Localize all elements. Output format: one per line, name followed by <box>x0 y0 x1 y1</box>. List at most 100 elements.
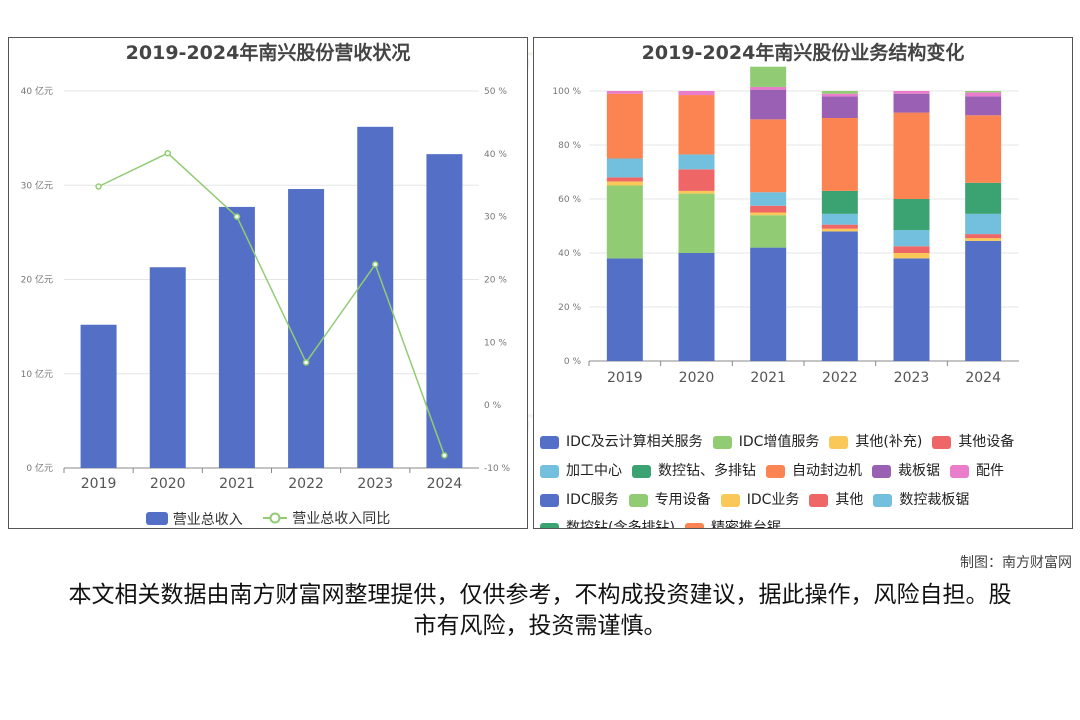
legend-swatch <box>873 493 893 507</box>
legend-swatch <box>540 436 559 450</box>
legend-label: 专用设备 <box>654 491 711 508</box>
y-right-tick-label: 20 % <box>484 276 507 286</box>
stack-segment <box>678 95 715 155</box>
stack-segment <box>821 213 858 225</box>
legend-label: 自动封边机 <box>792 462 862 479</box>
structure-chart-panel: 2019-2024年南兴股份业务结构变化 0 % 20 % 40 % 60 % 80 %… <box>533 37 1073 529</box>
x-tick-label: 2021 <box>750 370 786 386</box>
stack-segment <box>750 66 787 87</box>
legend-label: IDC服务 <box>566 491 619 508</box>
legend-label-revenue: 营业总收入 <box>172 511 243 528</box>
legend-item[interactable]: IDC服务 <box>540 488 619 514</box>
legend-label: 数控裁板锯 <box>899 491 970 508</box>
legend-item[interactable]: 其他 <box>809 488 863 514</box>
stack-segment <box>606 185 643 259</box>
y-left-tick-label: 30 亿元 <box>21 179 53 191</box>
y-right-tick-label: 0 % <box>484 401 502 411</box>
x-tick-label: 2022 <box>288 476 324 492</box>
legend-line-icon <box>263 512 288 524</box>
stack-segment <box>821 93 858 97</box>
revenue-legend: 营业总收入 营业总收入同比 <box>9 508 527 529</box>
legend-item[interactable]: IDC及云计算相关服务 <box>540 430 703 456</box>
legend-swatch <box>872 465 891 478</box>
stack-segment <box>750 205 787 213</box>
legend-item[interactable]: 其他(补充) <box>829 430 922 456</box>
legend-item-growth[interactable]: 营业总收入同比 <box>263 508 390 528</box>
stack-segment <box>750 86 787 90</box>
revenue-bar <box>426 154 463 468</box>
stack-segment <box>893 258 930 361</box>
x-tick-label: 2022 <box>822 370 858 386</box>
legend-label: 其他 <box>835 491 864 508</box>
revenue-chart-title: 2019-2024年南兴股份营收状况 <box>125 42 411 64</box>
stack-segment <box>750 119 787 193</box>
growth-point <box>164 149 171 157</box>
legend-item[interactable]: 裁板锯 <box>872 459 940 485</box>
stack-segment <box>893 112 930 199</box>
stack-segment <box>606 158 643 178</box>
stack-segment <box>678 91 715 96</box>
stack-segment <box>893 230 930 247</box>
legend-item[interactable]: 加工中心 <box>540 459 622 485</box>
stack-segment <box>606 91 643 94</box>
stack-segment <box>893 93 930 113</box>
legend-item[interactable]: IDC业务 <box>720 488 800 514</box>
stack-segment <box>965 238 1002 241</box>
legend-swatch <box>829 436 849 450</box>
legend-item[interactable]: 配件 <box>950 459 1004 485</box>
stack-segment <box>678 154 715 170</box>
structure-legend: IDC及云计算相关服务 IDC增值服务 其他(补充) 其他设备加工中心 数控钻、多排钻 自… <box>540 430 1070 528</box>
x-tick-label: 2024 <box>427 476 463 492</box>
x-tick-label: 2024 <box>965 370 1001 386</box>
y-tick-label: 40 % <box>558 249 581 259</box>
revenue-chart-svg: 0 亿元 10 亿元 20 亿元 30 亿元 40 亿元 -10 % 0 % 10 % 20 %… <box>21 85 511 492</box>
revenue-bar <box>218 206 255 469</box>
legend-item[interactable]: 专用设备 <box>628 488 711 514</box>
legend-swatch <box>628 493 648 507</box>
stack-segment <box>893 253 930 259</box>
legend-label: 裁板锯 <box>898 462 940 479</box>
y-left-tick-label: 20 亿元 <box>21 274 53 286</box>
growth-line <box>98 152 446 456</box>
stack-segment <box>821 228 858 232</box>
stack-segment <box>821 231 858 361</box>
legend-label: IDC业务 <box>746 491 800 508</box>
stack-segment <box>821 91 858 94</box>
legend-label: 加工中心 <box>566 462 622 479</box>
legend-label: 配件 <box>976 462 1004 479</box>
stack-segment <box>606 181 643 186</box>
stack-segment <box>750 247 787 361</box>
growth-point <box>441 452 448 459</box>
y-tick-label: 0 % <box>564 357 582 367</box>
stack-segment <box>893 246 930 253</box>
x-tick-label: 2020 <box>679 370 715 386</box>
revenue-bar <box>149 267 186 468</box>
legend-item-revenue[interactable]: 营业总收入 <box>145 509 243 529</box>
stack-segment <box>965 234 1002 239</box>
stack-segment <box>965 91 1002 93</box>
legend-swatch <box>712 436 732 450</box>
legend-item[interactable]: 自动封边机 <box>766 459 862 485</box>
growth-point <box>372 261 379 268</box>
x-tick-label: 2019 <box>607 370 643 386</box>
legend-item[interactable]: 精密推台锯 <box>684 516 781 528</box>
x-tick-label: 2023 <box>894 370 930 386</box>
legend-item[interactable]: 数控钻、多排钻 <box>632 459 756 485</box>
y-left-tick-label: 10 亿元 <box>21 368 53 380</box>
legend-label: 其他设备 <box>958 434 1015 450</box>
legend-item[interactable]: IDC增值服务 <box>712 430 820 456</box>
stack-segment <box>893 199 930 231</box>
growth-point <box>233 213 241 220</box>
y-right-tick-label: 30 % <box>484 213 507 223</box>
stack-segment <box>606 258 643 361</box>
legend-swatch <box>540 522 559 528</box>
stack-segment <box>965 96 1002 116</box>
legend-label: IDC及云计算相关服务 <box>566 434 703 450</box>
stack-segment <box>606 177 643 182</box>
legend-label: 数控钻、多排钻 <box>658 462 756 479</box>
stack-segment <box>750 212 787 216</box>
legend-label: IDC增值服务 <box>738 434 820 450</box>
legend-item[interactable]: 数控裁板锯 <box>873 488 969 514</box>
legend-item[interactable]: 其他设备 <box>932 430 1014 456</box>
legend-item[interactable]: 数控钻(含多排钻) <box>540 516 675 528</box>
